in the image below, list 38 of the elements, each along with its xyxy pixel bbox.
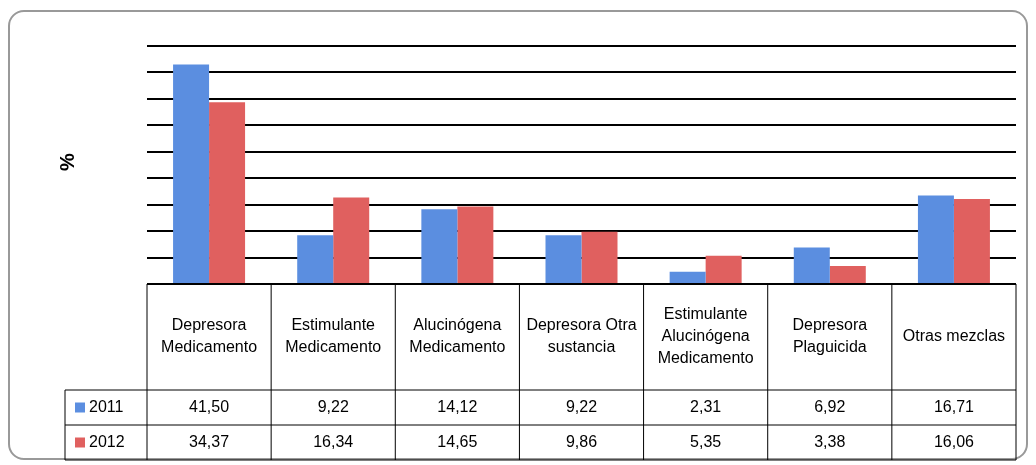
bar <box>829 266 866 283</box>
data-label: 9,86 <box>565 432 598 450</box>
data-label: 6,92 <box>814 397 846 415</box>
x-tick-label: Depresora Otra sustancia <box>526 316 637 356</box>
data-label: 3,38 <box>814 432 846 450</box>
x-tick-label: Alucinógena Medicamento <box>409 316 506 356</box>
bar <box>545 235 582 283</box>
bar <box>669 271 706 283</box>
bar <box>793 247 830 283</box>
data-label: 9,22 <box>317 397 349 415</box>
x-tick-label: Estimulante Alucinógena Medicamento <box>657 305 754 367</box>
data-label: 16,34 <box>313 432 354 450</box>
data-label: 5,35 <box>690 432 722 450</box>
bar <box>209 102 246 283</box>
x-tick-label: Otras mezclas <box>902 327 1006 345</box>
bar <box>705 255 742 283</box>
x-tick-label: Depresora Plaguicida <box>792 316 868 356</box>
data-label: 16,06 <box>933 432 975 450</box>
bar <box>457 206 494 283</box>
bar <box>581 231 618 283</box>
bar <box>917 195 954 283</box>
bar <box>173 64 210 283</box>
data-label: 41,50 <box>189 397 230 415</box>
y-axis-title: % <box>55 152 78 171</box>
bar <box>953 199 990 283</box>
bar <box>421 209 458 283</box>
bar <box>297 235 334 283</box>
data-label: 16,71 <box>933 397 975 415</box>
data-label: 34,37 <box>189 432 230 450</box>
data-label: 9,22 <box>565 397 598 415</box>
data-label: 14,12 <box>437 397 478 415</box>
x-tick-label: Depresora Medicamento <box>161 316 258 356</box>
data-label: 14,65 <box>437 432 478 450</box>
data-label: 2,31 <box>690 397 722 415</box>
bar <box>333 197 370 283</box>
legend-label: 2012 <box>89 432 125 450</box>
x-tick-label: Estimulante Medicamento <box>285 316 382 356</box>
legend-label: 2011 <box>89 397 124 415</box>
